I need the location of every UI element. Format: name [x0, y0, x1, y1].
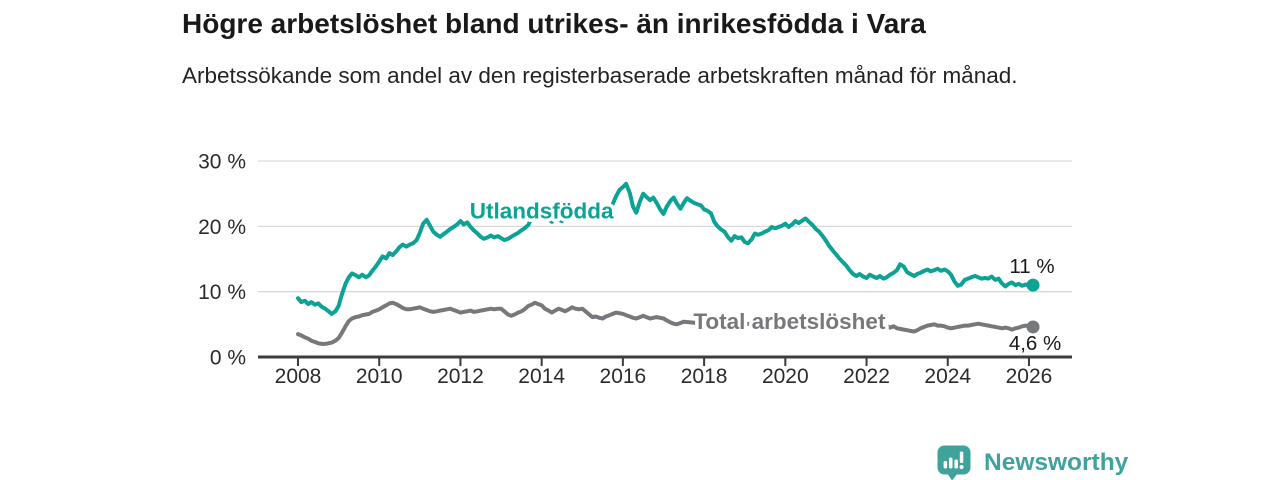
x-axis: 2008 2010 2012 2014 2016 2018 2020 2022 2024 2026: [258, 355, 1072, 388]
x-tick-label-2018: 2018: [681, 365, 728, 388]
x-tick-label-2014: 2014: [518, 365, 565, 388]
y-tick-label-30: 30 %: [198, 151, 246, 174]
x-tick-label-2022: 2022: [843, 365, 890, 388]
end-dot-total: [1026, 320, 1040, 334]
series-line-total: [296, 300, 1035, 346]
series-labels: Utlandsfödda Total arbetslöshet 11 % 4,6 %: [466, 195, 1061, 355]
x-tick-label-2010: 2010: [356, 365, 403, 388]
gridlines: 0 % 10 % 20 % 30 %: [198, 151, 1072, 370]
y-tick-label-0: 0 %: [210, 347, 246, 370]
series-line-utlandsfodda: [296, 181, 1035, 316]
x-tick-label-2024: 2024: [924, 365, 971, 388]
y-tick-label-20: 20 %: [198, 216, 246, 239]
series-label-utlandsfodda: Utlandsfödda: [470, 198, 614, 223]
brand-name: Newsworthy: [984, 449, 1129, 476]
x-tick-label-2012: 2012: [437, 365, 484, 388]
page-title: Högre arbetslöshet bland utrikes- än inr…: [182, 8, 926, 39]
series-label-total: Total arbetslöshet: [693, 309, 886, 334]
x-tick-label-2020: 2020: [762, 365, 809, 388]
page-subtitle: Arbetssökande som andel av den registerb…: [182, 63, 1018, 88]
end-dot-utlandsfodda: [1026, 278, 1040, 292]
y-tick-label-10: 10 %: [198, 281, 246, 304]
end-value-label-utlandsfodda: 11 %: [1009, 255, 1054, 278]
newsworthy-chart-bubble-icon: [937, 445, 971, 480]
end-value-label-total: 4,6 %: [1009, 332, 1061, 355]
chart-header: Högre arbetslöshet bland utrikes- än inr…: [182, 8, 1182, 92]
data-series: [296, 181, 1035, 346]
brand-footer: Newsworthy: [936, 444, 1128, 480]
x-tick-label-2016: 2016: [600, 365, 647, 388]
x-tick-label-2026: 2026: [1006, 365, 1053, 388]
x-tick-label-2008: 2008: [275, 365, 322, 388]
